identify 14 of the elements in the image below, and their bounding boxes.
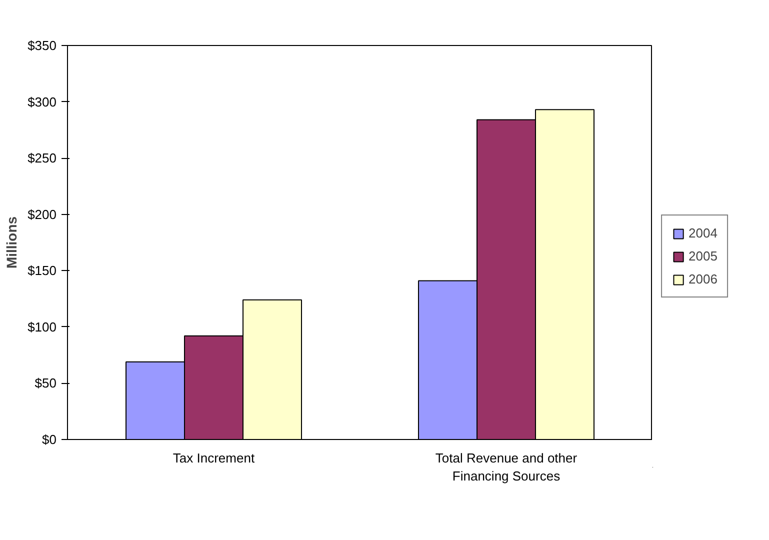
x-tick-label: Total Revenue and other Financing Sources xyxy=(435,450,578,484)
y-tick-label: $350 xyxy=(28,38,56,53)
y-tick-label: $300 xyxy=(28,94,56,110)
y-tick-label: $0 xyxy=(42,432,57,447)
legend-label: 2005 xyxy=(688,248,718,264)
y-axis-title: Millions xyxy=(4,216,20,269)
legend-label: 2004 xyxy=(688,226,718,240)
y-tick-label: $150 xyxy=(28,263,56,278)
y-tick-label: $250 xyxy=(28,150,56,166)
x-tick-label: Tax Increment xyxy=(172,450,255,466)
y-tick-label: $100 xyxy=(28,319,56,334)
y-tick-label: $200 xyxy=(28,206,56,222)
y-tick-label: $50 xyxy=(34,376,57,391)
legend-label: 2006 xyxy=(688,272,718,286)
